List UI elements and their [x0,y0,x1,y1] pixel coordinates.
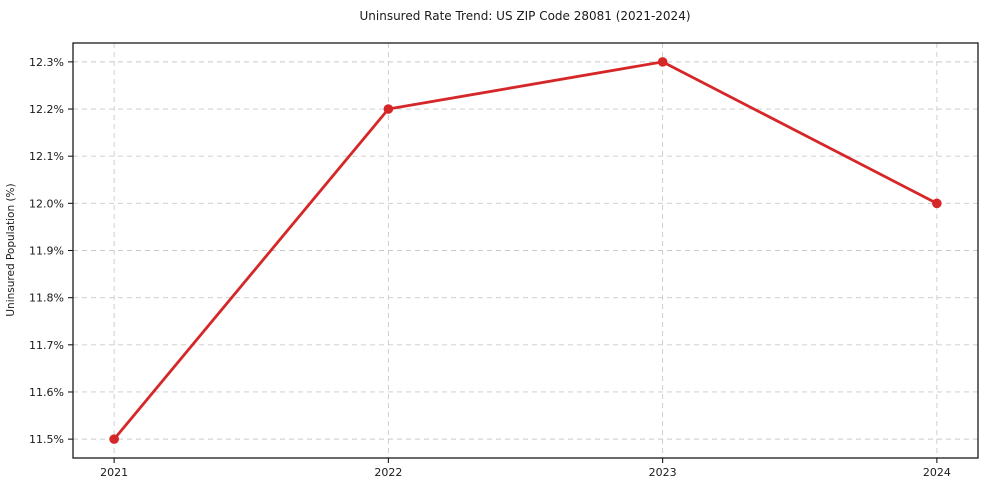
y-tick-label: 11.9% [29,245,64,258]
y-tick-label: 11.8% [29,292,64,305]
y-tick-label: 12.3% [29,56,64,69]
x-tick-label: 2024 [923,466,951,479]
plot-border [72,42,979,459]
data-point-marker [109,434,119,444]
data-point-marker [932,198,942,209]
y-tick-label: 11.7% [29,339,64,352]
y-tick-label: 11.6% [29,386,64,399]
x-tick-label: 2021 [100,466,128,479]
grid-layer [73,43,978,458]
axis-layer: 11.5% 11.6% 11.7% 11.8% 11.9% 12.0% 12.1% 12.2%… [29,42,979,479]
y-tick-label: 12.1% [29,150,64,163]
y-axis-label: Uninsured Population (%) [5,183,17,316]
chart-title: Uninsured Rate Trend: US ZIP Code 28081 … [359,9,690,23]
data-point-marker [657,57,668,67]
y-tick-label: 12.0% [29,197,64,210]
series-layer [109,57,942,444]
data-point-marker [383,104,394,114]
x-tick-label: 2022 [374,466,402,479]
y-tick-label: 12.2% [29,103,64,116]
y-tick-label: 11.5% [29,433,64,446]
trend-line [112,60,939,441]
x-tick-label: 2023 [649,466,677,479]
